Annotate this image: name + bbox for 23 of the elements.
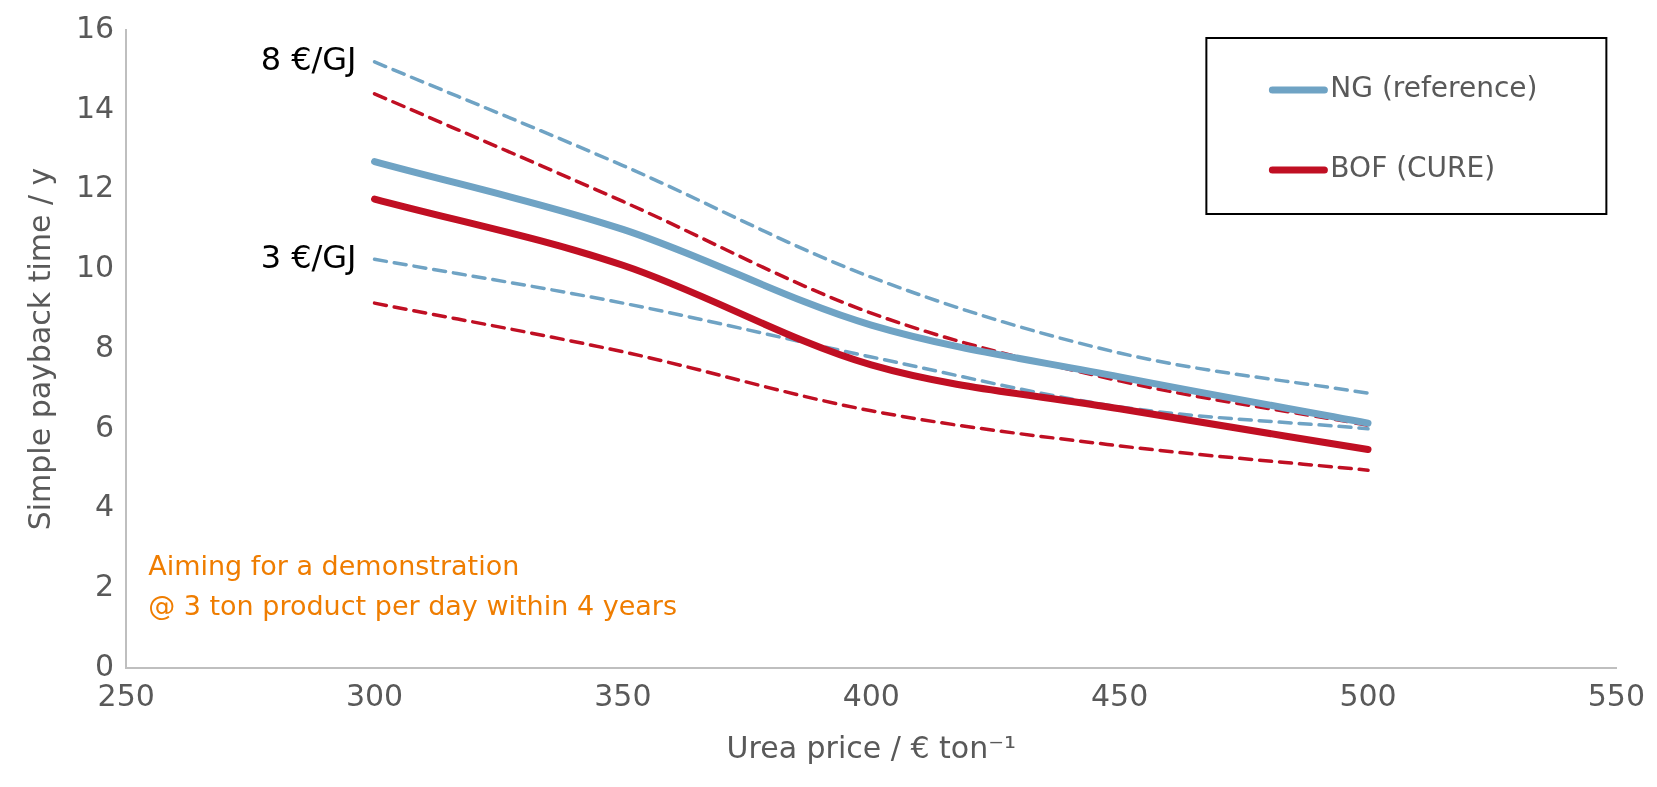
x-tick-label: 350 [594,677,652,713]
x-axis-title: Urea price / € ton⁻¹ [726,729,1017,765]
x-tick-label: 400 [842,677,900,713]
legend-label: BOF (CURE) [1330,151,1496,185]
y-tick-label: 16 [75,9,115,45]
x-tick-label: 550 [1587,677,1645,713]
y-axis-title: Simple payback time / y [21,167,57,531]
y-tick-label: 4 [95,488,115,524]
y-tick-label: 10 [75,249,115,285]
x-tick-label: 450 [1091,677,1149,713]
x-tick-label: 500 [1339,677,1397,713]
line-series [372,301,1370,472]
annotation: @ 3 ton product per day within 4 years [148,590,677,622]
y-tick-label: 2 [95,568,115,604]
y-tick-label: 12 [75,169,115,205]
annotation: 8 €/GJ [260,40,357,79]
y-tick-label: 14 [75,89,115,125]
x-tick-label: 300 [345,677,404,713]
legend-label: NG (reference) [1330,71,1538,105]
annotation: 3 €/GJ [260,237,357,276]
annotation: Aiming for a demonstration [148,550,520,582]
y-tick-label: 6 [95,408,115,444]
y-tick-label: 8 [95,328,115,364]
